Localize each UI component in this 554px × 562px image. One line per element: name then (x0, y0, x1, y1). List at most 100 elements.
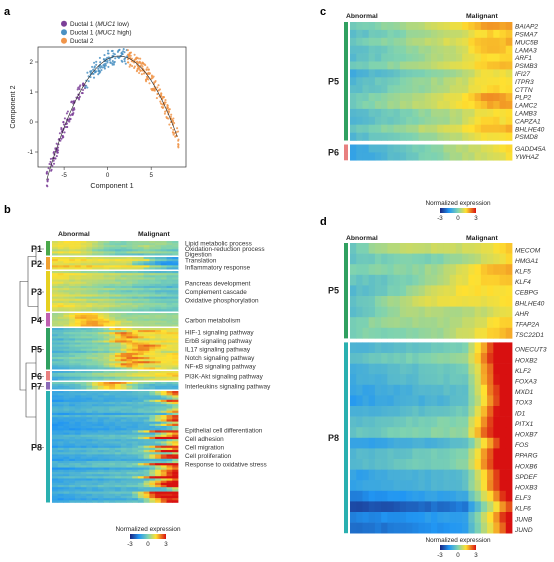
heatmap-d-cell (449, 416, 457, 428)
heatmap-c-cell (462, 132, 469, 141)
heatmap-b-cell (149, 354, 156, 358)
heatmap-c-cell (437, 45, 444, 54)
heatmap-b-cell (86, 314, 93, 318)
heatmap-d-cell (412, 353, 419, 364)
heatmap-b-cell (155, 467, 162, 471)
heatmap-c-cell (462, 61, 469, 70)
group-color-bar (46, 371, 50, 381)
heatmap-c-cell (468, 37, 476, 46)
heatmap-b-cell (126, 463, 133, 466)
heatmap-b-cell (80, 285, 87, 289)
heatmap-b-cell (120, 346, 127, 350)
heatmap-c-cell (399, 69, 407, 78)
heatmap-d-cell (443, 501, 451, 513)
heatmap-d-cell (474, 501, 482, 513)
gene-label: AHR (514, 311, 529, 318)
heatmap-b-cell (120, 328, 127, 331)
heatmap-b-cell (126, 489, 133, 492)
scatter-point (160, 92, 163, 95)
heatmap-b-cell (132, 428, 139, 431)
heatmap-b-cell (143, 294, 150, 297)
heatmap-b-cell (74, 261, 82, 264)
heatmap-b-cell (97, 371, 104, 374)
heatmap-b-cell (57, 436, 64, 440)
heatmap-c-cell (350, 45, 357, 54)
heatmap-b-cell (74, 283, 82, 287)
scatter-point (129, 63, 132, 66)
heatmap-b-cell (97, 320, 104, 323)
scatter-point (103, 54, 106, 57)
heatmap-b-cell (69, 357, 76, 360)
heatmap-b-cell (109, 436, 116, 440)
heatmap-b-cell (92, 342, 99, 345)
heatmap-b-cell (143, 489, 150, 492)
heatmap-b-cell (109, 298, 116, 302)
heatmap-b-cell (86, 467, 93, 471)
heatmap-d-cell (356, 501, 363, 513)
heatmap-b-cell (92, 330, 99, 333)
heatmap-b-cell (115, 432, 122, 436)
heatmap-b-cell (137, 298, 145, 302)
heatmap-d-cell (387, 512, 395, 523)
heatmap-b-cell (92, 410, 99, 414)
heatmap-b-cell (97, 313, 104, 316)
scatter-point (144, 78, 147, 82)
heatmap-c-cell (387, 77, 395, 86)
group-color-bar (46, 257, 50, 270)
heatmap-b-cell (166, 344, 173, 347)
heatmap-b-cell (143, 463, 150, 466)
heatmap-d-cell (443, 416, 451, 428)
heatmap-c-cell (381, 45, 388, 54)
heatmap-c-cell (374, 77, 382, 86)
heatmap-d-cell (468, 512, 476, 523)
heatmap-c-cell (449, 69, 457, 78)
heatmap-d-cell (387, 285, 395, 297)
heatmap-b-cell (109, 288, 116, 291)
heatmap-b-cell (80, 271, 87, 274)
heatmap-b-cell (69, 382, 76, 385)
heatmap-b-cell (92, 434, 99, 438)
heatmap-b-cell (155, 257, 162, 260)
heatmap-b-cell (86, 292, 93, 295)
heatmap-d-cell (474, 522, 482, 534)
heatmap-b-cell (63, 489, 70, 492)
heatmap-b-cell (74, 354, 82, 358)
heatmap-d-cell (449, 437, 457, 449)
heatmap-b-cell (137, 421, 145, 425)
heatmap-b-cell (69, 401, 76, 405)
heatmap-b-cell (92, 485, 99, 488)
heatmap-d-cell (418, 353, 426, 364)
heatmap-b-cell (132, 328, 139, 331)
heatmap-b-cell (63, 309, 70, 312)
heatmap-b-cell (63, 267, 70, 270)
heatmap-b-cell (120, 428, 127, 431)
heatmap-b-cell (155, 421, 162, 425)
group-label: P6 (328, 147, 339, 157)
heatmap-b-cell (57, 344, 64, 347)
heatmap-b-cell (115, 361, 122, 364)
heatmap-b-cell (103, 387, 110, 390)
heatmap-c-cell (462, 116, 469, 125)
heatmap-b-cell (143, 307, 150, 310)
heatmap-b-cell (126, 346, 133, 350)
heatmap-b-cell (63, 450, 70, 453)
heatmap-b-cell (120, 476, 127, 479)
heatmap-b-cell (155, 395, 162, 398)
scatter-point (145, 68, 148, 71)
heatmap-b-cell (115, 342, 122, 345)
heatmap-c-cell (356, 29, 363, 39)
heatmap-d-cell (362, 327, 370, 339)
heatmap-b-cell (109, 404, 116, 407)
heatmap-b-cell (172, 277, 179, 280)
heatmap-b-cell (166, 348, 173, 352)
pathway-term: Digestion (185, 251, 212, 258)
heatmap-d-cell (487, 427, 494, 439)
gene-label: JUNB (514, 516, 533, 523)
scatter-point (86, 71, 89, 74)
heatmap-b-cell (120, 460, 127, 464)
heatmap-d-cell (399, 274, 407, 286)
heatmap-b-cell (63, 307, 70, 310)
heatmap-b-cell (143, 460, 150, 464)
heatmap-c-cell (362, 22, 370, 31)
heatmap-b-cell (103, 376, 110, 379)
